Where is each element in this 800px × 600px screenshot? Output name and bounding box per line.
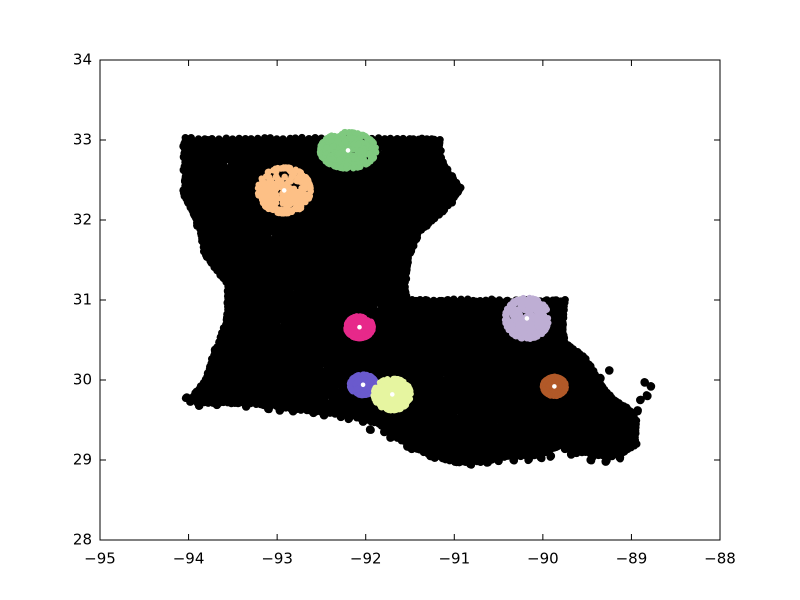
background-point xyxy=(232,206,241,215)
background-point xyxy=(565,418,574,428)
background-point xyxy=(321,398,331,408)
background-point xyxy=(410,158,419,167)
background-point xyxy=(187,134,195,142)
background-point xyxy=(236,322,246,331)
background-point xyxy=(378,214,388,224)
